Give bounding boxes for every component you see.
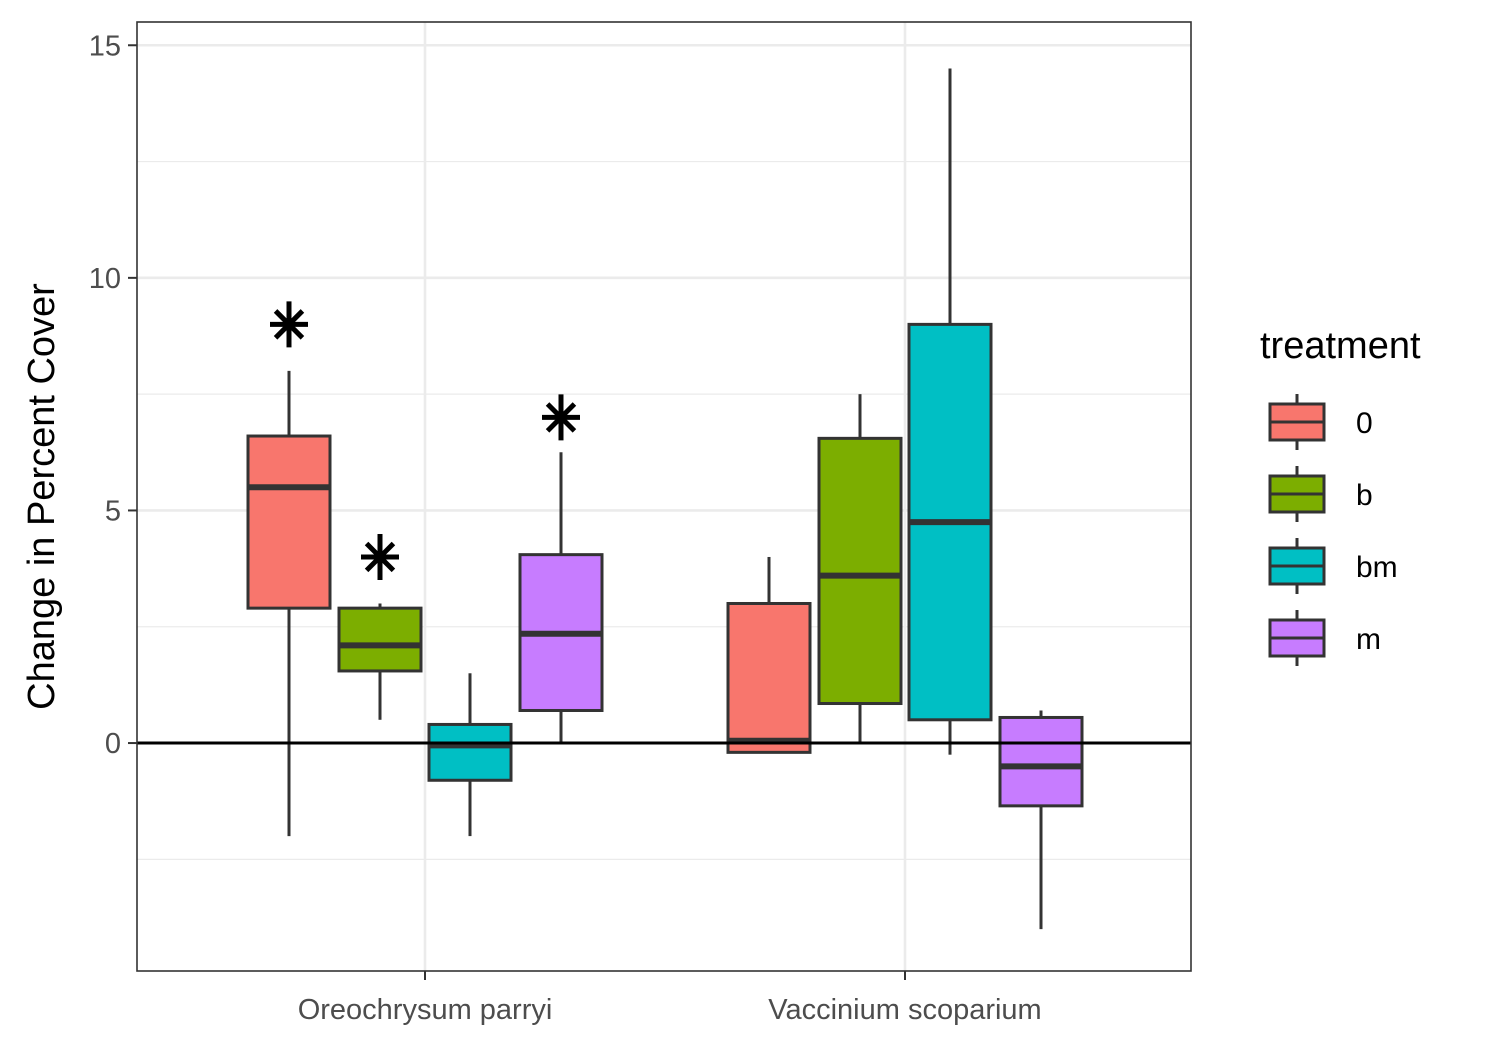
legend-title: treatment xyxy=(1260,325,1421,367)
x-tick-label: Vaccinium scoparium xyxy=(768,994,1041,1026)
asterisk-stroke xyxy=(273,309,305,340)
legend-label: m xyxy=(1356,623,1381,656)
box-bm-vaccinium xyxy=(907,68,993,755)
box-m-vaccinium xyxy=(998,710,1084,930)
box-b-oreochrysum xyxy=(337,603,423,720)
y-axis-title: Change in Percent Cover xyxy=(21,283,63,710)
box-m-oreochrysum xyxy=(518,452,604,744)
legend: treatment 0 b bm m xyxy=(1260,325,1421,666)
asterisk-stroke xyxy=(364,541,396,573)
panel-border xyxy=(136,21,1192,972)
significance-asterisk xyxy=(542,394,580,441)
box-body xyxy=(337,606,423,673)
boxes xyxy=(246,68,1084,930)
box-b-vaccinium xyxy=(817,394,903,744)
box-bm-oreochrysum xyxy=(427,673,513,837)
legend-item-b: b xyxy=(1268,466,1373,522)
legend-item-0: 0 xyxy=(1268,394,1373,450)
box-0-oreochrysum xyxy=(246,370,332,837)
y-tick-label: 15 xyxy=(89,30,121,62)
y-tick-label: 0 xyxy=(105,728,121,760)
axes: 0 5 10 15 Oreochrysum parryi Vaccinium scopar… xyxy=(89,30,1042,1026)
significance-asterisk xyxy=(270,301,308,348)
asterisk-stroke xyxy=(545,402,577,433)
significance-asterisk xyxy=(361,533,399,580)
significance-markers xyxy=(270,301,580,580)
legend-label: bm xyxy=(1356,551,1398,584)
box-body xyxy=(998,715,1084,808)
box-0-vaccinium xyxy=(726,556,812,754)
x-tick-label: Oreochrysum parryi xyxy=(298,994,553,1026)
box-body xyxy=(817,436,903,706)
box-body xyxy=(246,434,332,610)
legend-item-m: m xyxy=(1268,610,1381,666)
legend-label: b xyxy=(1356,479,1373,512)
box-body xyxy=(427,722,513,782)
legend-label: 0 xyxy=(1356,407,1373,440)
legend-item-bm: bm xyxy=(1268,538,1398,594)
y-tick-label: 10 xyxy=(89,263,121,295)
box-body xyxy=(726,601,812,754)
y-tick-label: 5 xyxy=(105,495,121,527)
